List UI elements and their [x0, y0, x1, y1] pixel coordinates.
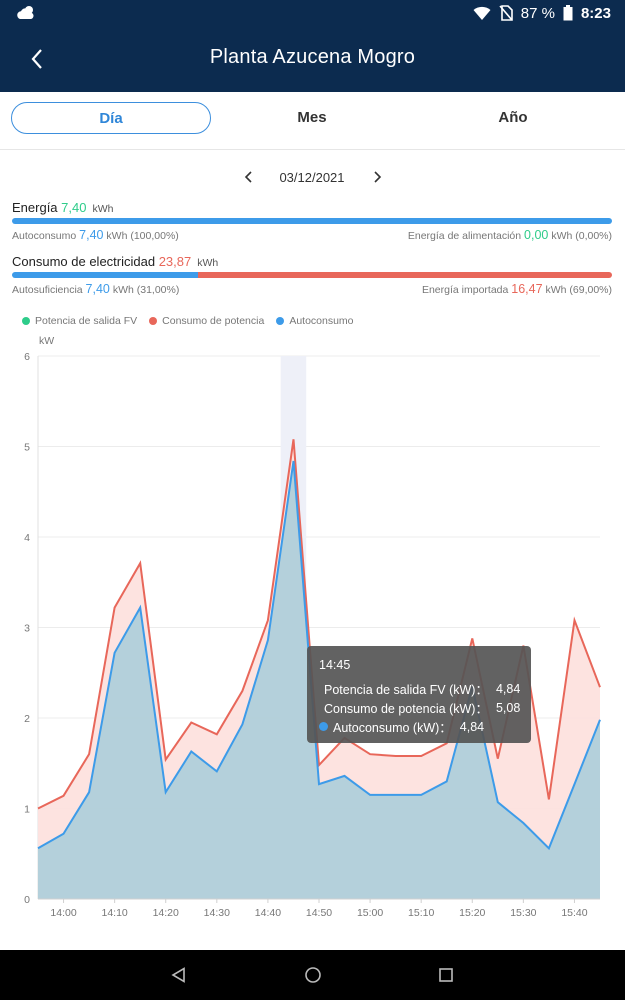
autosuficiencia-label: Autosuficiencia: [12, 284, 83, 296]
tooltip-row-autoconsumo: Autoconsumo (kW)： 4,84: [319, 717, 519, 736]
tooltip-row-pv: Potencia de salida FV (kW)： 4,84: [319, 679, 521, 698]
page-title: Planta Azucena Mogro: [209, 46, 416, 68]
legend-item-autoconsumo[interactable]: Autoconsumo: [276, 314, 354, 328]
x-tick-label: 14:10: [101, 907, 127, 919]
home-circle-icon[interactable]: [301, 963, 325, 987]
legend-label-pv: Potencia de salida FV: [35, 315, 138, 327]
app-bar: Planta Azucena Mogro: [0, 26, 625, 92]
y-tick-label: 0: [24, 894, 30, 906]
consumo-value: 23,87: [158, 254, 192, 269]
y-tick-label: 6: [24, 351, 30, 363]
consumo-title: Consumo de electricidad 23,87 kWh: [12, 254, 218, 269]
importada-value: 16,47: [511, 282, 543, 296]
clock: 8:23: [580, 4, 611, 22]
autosuficiencia-value: 7,40: [85, 282, 110, 296]
tooltip-label-consumo: Consumo de potencia (kW)：: [324, 702, 488, 716]
legend-item-consumo[interactable]: Consumo de potencia: [149, 314, 264, 328]
energia-unit: kWh: [92, 203, 114, 215]
y-tick-label: 2: [24, 713, 30, 725]
alimentacion-summary: Energía de alimentación 0,00 kWh (0,00%): [408, 228, 612, 242]
x-tick-label: 14:00: [50, 907, 76, 919]
date-navigator: 03/12/2021: [0, 166, 625, 188]
tooltip-value-autoconsumo: 4,84: [459, 719, 485, 734]
chart-tooltip: 14:45 Potencia de salida FV (kW)： 4,84 C…: [307, 646, 531, 743]
x-tick-label: 14:30: [204, 907, 230, 919]
prev-date-icon[interactable]: [240, 168, 258, 186]
x-tick-label: 14:50: [306, 907, 332, 919]
x-tick-label: 14:20: [153, 907, 179, 919]
energia-bar: [12, 218, 612, 224]
autoconsumo-area: [38, 461, 600, 899]
alimentacion-unit: kWh: [551, 230, 573, 242]
tab-ano[interactable]: Año: [498, 109, 528, 126]
tooltip-label-autoconsumo: Autoconsumo (kW)：: [333, 721, 452, 735]
y-tick-label: 5: [24, 442, 30, 454]
importada-summary: Energía importada 16,47 kWh (69,00%): [422, 282, 612, 296]
energia-label: Energía: [12, 200, 58, 215]
status-bar: 87 % 8:23: [0, 0, 625, 26]
y-axis-unit: kW: [39, 335, 54, 347]
legend-label-autoconsumo: Autoconsumo: [289, 315, 354, 327]
back-chevron-icon[interactable]: [22, 44, 52, 74]
autosuficiencia-unit: kWh: [112, 284, 134, 296]
legend-label-consumo: Consumo de potencia: [162, 315, 265, 327]
period-tabs: Día Mes Año: [0, 92, 625, 150]
wifi-icon: [473, 6, 491, 21]
no-sim-icon: [499, 5, 513, 21]
importada-pct: (69,00%): [569, 284, 612, 296]
autoconsumo-unit: kWh: [106, 230, 128, 242]
energia-value: 7,40: [61, 200, 87, 215]
tooltip-row-consumo: Consumo de potencia (kW)： 5,08: [319, 698, 521, 717]
autoconsumo-label: Autoconsumo: [12, 230, 77, 242]
x-tick-label: 15:40: [561, 907, 587, 919]
tooltip-value-pv: 4,84: [495, 681, 521, 696]
importada-label: Energía importada: [421, 284, 509, 296]
autoconsumo-value: 7,40: [79, 228, 104, 242]
consumo-unit: kWh: [197, 257, 219, 269]
chart-legend: Potencia de salida FV Consumo de potenci…: [22, 314, 354, 328]
x-tick-label: 15:10: [408, 907, 434, 919]
consumo-bar-importada: [198, 272, 612, 278]
recents-square-icon[interactable]: [434, 963, 458, 987]
tab-dia[interactable]: Día: [11, 102, 211, 134]
autoconsumo-line: [37, 460, 601, 851]
battery-percent: 87 %: [520, 4, 555, 22]
autoconsumo-summary: Autoconsumo 7,40 kWh (100,00%): [12, 228, 179, 242]
power-chart[interactable]: kW 0 1 2 3 4 5 6 14:00 14:10 14:20 14:30 14:40 14:50 1…: [0, 330, 625, 930]
legend-dot-consumo: [149, 317, 158, 325]
alimentacion-pct: (0,00%): [575, 230, 612, 242]
energia-title: Energía 7,40 kWh: [12, 200, 113, 215]
tooltip-label-pv: Potencia de salida FV (kW)：: [324, 683, 488, 697]
cloud-icon: [16, 5, 36, 26]
tooltip-time: 14:45: [319, 658, 351, 672]
x-tick-label: 15:20: [459, 907, 485, 919]
x-tick-label: 15:00: [357, 907, 383, 919]
tooltip-dot-autoconsumo: [319, 722, 328, 731]
autosuficiencia-summary: Autosuficiencia 7,40 kWh (31,00%): [12, 282, 179, 296]
tab-mes[interactable]: Mes: [297, 109, 327, 126]
alimentacion-value: 0,00: [524, 228, 549, 242]
consumo-bar: [12, 272, 612, 278]
y-tick-label: 4: [24, 532, 30, 544]
autosuficiencia-pct: (31,00%): [136, 284, 180, 296]
importada-unit: kWh: [545, 284, 567, 296]
tooltip-value-consumo: 5,08: [495, 700, 521, 715]
y-tick-label: 3: [24, 623, 30, 635]
legend-item-pv[interactable]: Potencia de salida FV: [22, 314, 137, 328]
energia-bar-autoconsumo: [12, 218, 612, 224]
back-triangle-icon[interactable]: [167, 963, 191, 987]
next-date-icon[interactable]: [368, 168, 386, 186]
legend-dot-pv: [22, 317, 30, 325]
alimentacion-label: Energía de alimentación: [407, 230, 522, 242]
autoconsumo-pct: (100,00%): [130, 230, 179, 242]
battery-icon: [563, 5, 573, 21]
consumo-label: Consumo de electricidad: [12, 254, 156, 269]
y-tick-label: 1: [24, 804, 30, 816]
x-tick-label: 15:30: [510, 907, 536, 919]
current-date[interactable]: 03/12/2021: [279, 170, 345, 185]
legend-dot-autoconsumo: [276, 317, 285, 325]
consumo-bar-autosuficiencia: [12, 272, 198, 278]
system-nav-bar: [0, 950, 625, 1000]
x-tick-label: 14:40: [255, 907, 281, 919]
